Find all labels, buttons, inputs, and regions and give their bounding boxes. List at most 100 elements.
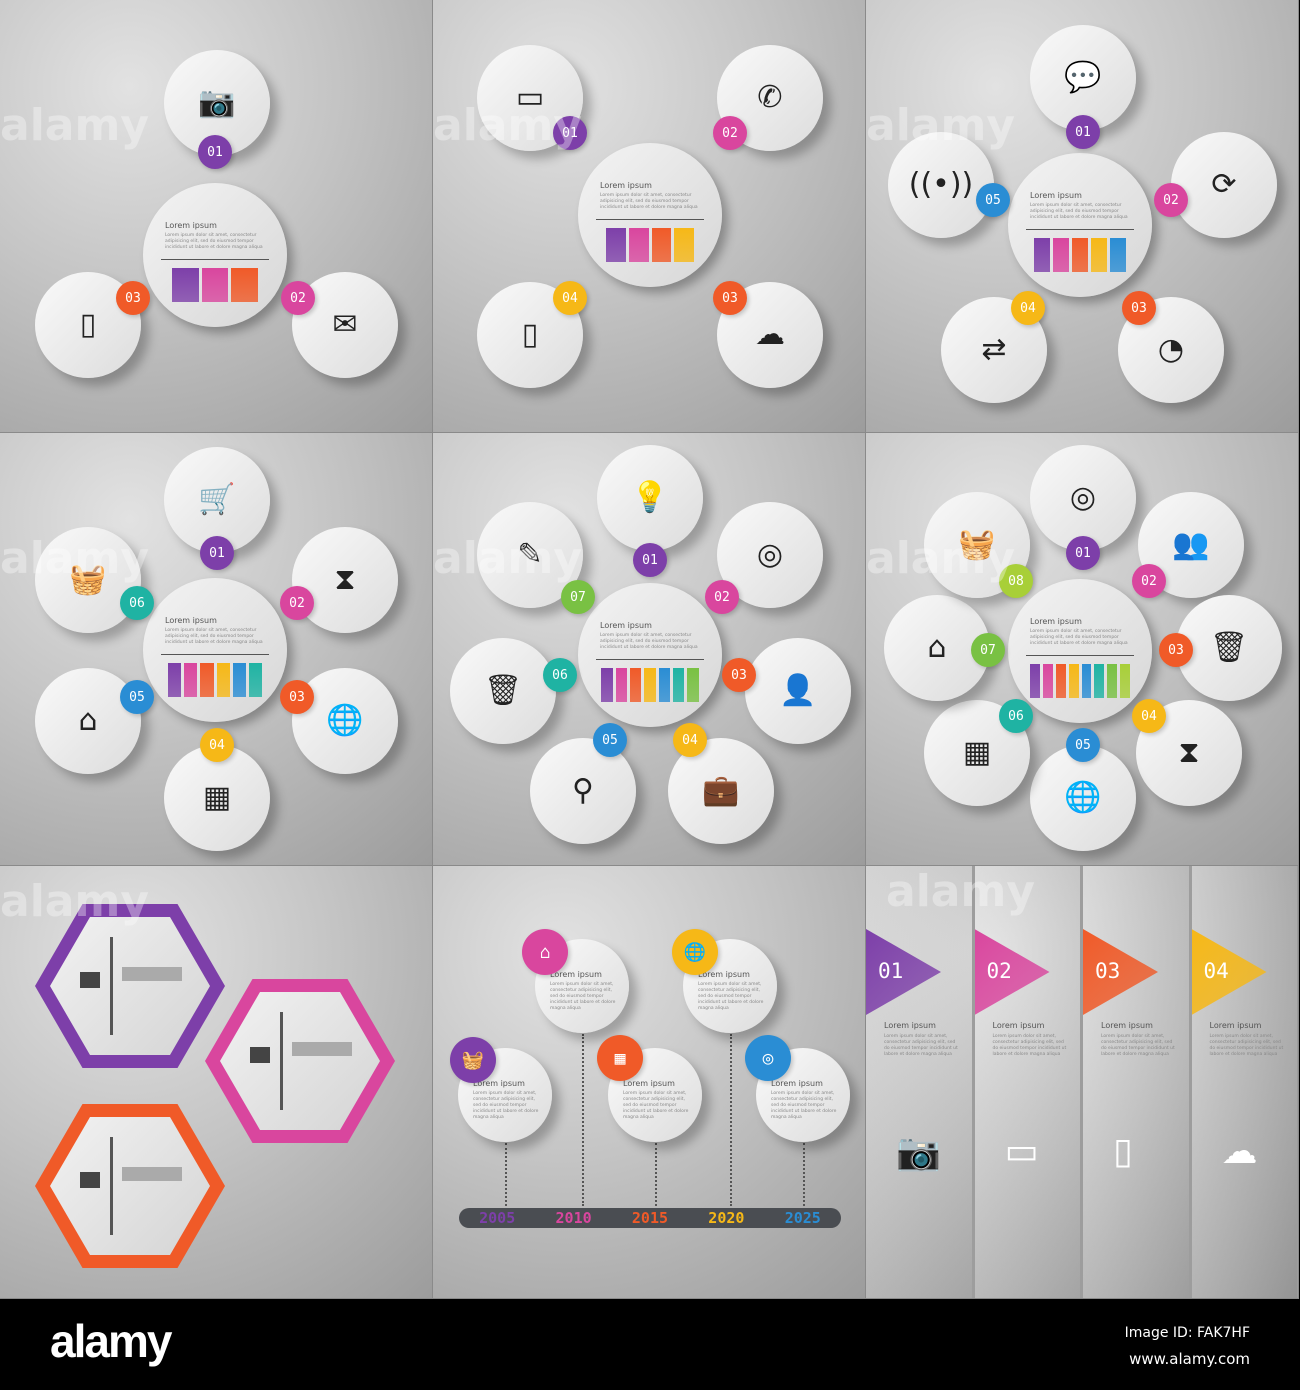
- target-icon: ◎: [1069, 480, 1097, 515]
- divider: [280, 1012, 283, 1110]
- timeline-title: Lorem ipsum: [550, 970, 602, 979]
- step-number-badge: 02: [705, 580, 739, 614]
- flags-panel: 01 Lorem ipsum Lorem ipsum dolor sit amet,…: [866, 866, 1299, 1299]
- timeline-year: 2005: [479, 1209, 516, 1227]
- divider: [161, 259, 269, 260]
- home-icon: ⌂: [539, 941, 551, 963]
- step-circle: 🗑: [450, 638, 556, 744]
- hub-title: Lorem ipsum: [165, 221, 217, 230]
- globe-icon: 🌐: [326, 703, 364, 738]
- bar: [628, 228, 649, 262]
- smartphone-icon: ▯: [79, 307, 97, 342]
- step-circle: ◎: [717, 502, 823, 608]
- step-number-badge: 03: [116, 281, 150, 315]
- pencil-icon: ✎: [517, 537, 543, 572]
- step-number-badge: 03: [713, 281, 747, 315]
- step-number-badge: 05: [976, 183, 1010, 217]
- cycle-diagram-panel: 📷 ✉ ▯ Lorem ipsum Lorem ipsum dolor sit amet…: [0, 0, 433, 433]
- hub-text: Lorem ipsum dolor sit amet, consectetur …: [1030, 629, 1128, 646]
- cloud-icon: ☁: [755, 317, 785, 352]
- trash-icon: 🗑: [483, 673, 523, 708]
- wireless-icon: ((•)): [908, 167, 974, 202]
- step-circle: ⟳: [1171, 132, 1277, 238]
- step-number-badge: 07: [971, 633, 1005, 667]
- bar-group: [600, 668, 700, 702]
- step-number-badge: 04: [1132, 699, 1166, 733]
- bar: [1094, 664, 1105, 698]
- tablet-icon: ▯: [521, 317, 539, 352]
- step-circle: ⚲: [530, 738, 636, 844]
- flag-text: Lorem ipsum dolor sit amet, consectetur …: [992, 1034, 1067, 1057]
- cloud-icon: ☁: [1221, 1131, 1258, 1172]
- target-icon: ◎: [756, 537, 784, 572]
- globe-icon: 🌐: [683, 941, 707, 963]
- step-circle: 🌐: [292, 668, 398, 774]
- timeline-panel: Lorem ipsum Lorem ipsum dolor sit amet, c…: [433, 866, 866, 1299]
- icon-placeholder: [250, 1047, 270, 1063]
- cycle-diagram-panel: 💡 ◎ 👤 💼 ⚲ 🗑 ✎ Lorem ipsum Lorem ipsum dolor sit …: [433, 433, 866, 866]
- bar-group: [1030, 664, 1130, 698]
- bar: [1053, 238, 1070, 272]
- divider: [596, 219, 704, 220]
- divider: [1026, 655, 1134, 656]
- dotted-connector: [803, 1143, 805, 1206]
- step-number-badge: 01: [633, 543, 667, 577]
- flag-title: Lorem ipsum: [992, 1021, 1045, 1030]
- center-hub: Lorem ipsum Lorem ipsum dolor sit amet, c…: [143, 578, 287, 722]
- flag-column: 03 Lorem ipsum Lorem ipsum dolor sit amet,…: [1083, 866, 1192, 1298]
- hub-text: Lorem ipsum dolor sit amet, consectetur …: [1030, 203, 1128, 220]
- watermark: alamy: [0, 100, 149, 151]
- center-hub: Lorem ipsum Lorem ipsum dolor sit amet, c…: [578, 143, 722, 287]
- step-number-badge: 01: [200, 536, 234, 570]
- step-number-badge: 04: [200, 728, 234, 762]
- building-icon: ▦: [614, 1047, 626, 1069]
- step-number-badge: 05: [1066, 728, 1100, 762]
- people-icon: 👥: [1172, 527, 1210, 562]
- step-number-badge: 07: [561, 580, 595, 614]
- flag-text: Lorem ipsum dolor sit amet, consectetur …: [1209, 1034, 1284, 1057]
- suitcase-icon: 💼: [702, 773, 740, 808]
- bar-group: [165, 663, 265, 697]
- home-icon: ⌂: [78, 703, 98, 738]
- bar: [1030, 664, 1040, 698]
- timeline-year: 2020: [708, 1209, 745, 1227]
- person-icon: 👤: [779, 673, 817, 708]
- text-placeholder: [292, 1042, 352, 1056]
- flag-step-02: 02: [974, 929, 1050, 1015]
- step-number-badge: 08: [999, 564, 1033, 598]
- bar-group: [165, 268, 265, 302]
- bar: [248, 663, 263, 697]
- bar: [232, 663, 246, 697]
- bar: [1042, 664, 1053, 698]
- refresh-icon: ⟳: [1211, 167, 1237, 202]
- center-hub: Lorem ipsum Lorem ipsum dolor sit amet, c…: [578, 583, 722, 727]
- step-number-badge: 02: [713, 116, 747, 150]
- battery-icon: ▭: [1004, 1131, 1039, 1172]
- bar: [674, 228, 695, 262]
- flag-title: Lorem ipsum: [884, 1021, 936, 1030]
- camera-icon: 📷: [198, 85, 236, 120]
- step-number-badge: 05: [120, 680, 154, 714]
- center-hub: Lorem ipsum Lorem ipsum dolor sit amet, c…: [1008, 579, 1152, 723]
- step-number-badge: 01: [1066, 115, 1100, 149]
- timeline-year: 2010: [555, 1209, 592, 1227]
- timeline-axis: 2005 2010 2015 2020 2025: [459, 1208, 841, 1228]
- timeline-icon-badge: ⌂: [522, 929, 568, 975]
- dotted-connector: [582, 1034, 584, 1206]
- step-number-badge: 01: [1066, 536, 1100, 570]
- bar: [672, 668, 685, 702]
- cycle-diagram-panel: 💬 ⟳ ◔ ⇄ ((•)) Lorem ipsum Lorem ipsum dolor si…: [866, 0, 1299, 433]
- center-hub: Lorem ipsum Lorem ipsum dolor sit amet, c…: [143, 183, 287, 327]
- bar: [1109, 238, 1126, 272]
- bar: [601, 668, 613, 702]
- timeline-year: 2025: [784, 1209, 821, 1227]
- step-circle: ◎: [1030, 445, 1136, 551]
- center-hub: Lorem ipsum Lorem ipsum dolor sit amet, c…: [1008, 153, 1152, 297]
- timeline-text: Lorem ipsum dolor sit amet, consectetur …: [550, 982, 616, 1011]
- camera-icon: 📷: [896, 1132, 941, 1173]
- step-circle: 🧺: [35, 527, 141, 633]
- step-circle: 💡: [597, 445, 703, 551]
- step-circle: ((•)): [888, 132, 994, 238]
- target-icon: ◎: [762, 1047, 774, 1069]
- mail-icon: ✉: [332, 307, 358, 342]
